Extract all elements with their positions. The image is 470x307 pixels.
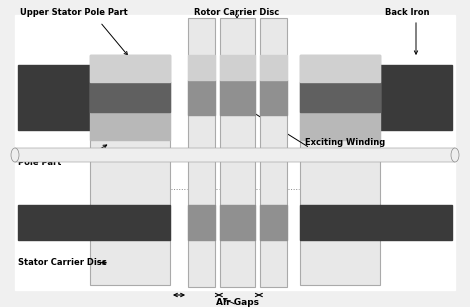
Text: Back Iron: Back Iron bbox=[385, 8, 430, 17]
Text: Exciting Winding
Rotor Pole: Exciting Winding Rotor Pole bbox=[305, 138, 385, 157]
Text: Stator Carrier Disc: Stator Carrier Disc bbox=[18, 258, 107, 267]
Bar bbox=[188, 18, 215, 287]
Bar bbox=[188, 205, 215, 240]
Ellipse shape bbox=[451, 148, 459, 162]
Text: Air Gaps: Air Gaps bbox=[216, 298, 258, 307]
Bar bbox=[90, 55, 170, 140]
Bar bbox=[220, 205, 255, 240]
Bar bbox=[90, 55, 170, 82]
Bar bbox=[260, 18, 287, 287]
Bar bbox=[90, 55, 170, 285]
Bar bbox=[300, 55, 380, 82]
Text: Rotor Carrier Disc: Rotor Carrier Disc bbox=[195, 8, 280, 17]
Bar bbox=[260, 80, 287, 115]
Bar bbox=[220, 80, 255, 115]
Bar bbox=[220, 55, 255, 80]
Bar bbox=[188, 80, 215, 115]
Bar bbox=[300, 82, 380, 112]
Bar bbox=[260, 205, 287, 240]
Bar bbox=[300, 55, 380, 285]
Bar bbox=[220, 18, 255, 287]
Bar bbox=[188, 55, 215, 80]
Ellipse shape bbox=[11, 148, 19, 162]
Text: Rotor Shaft: Rotor Shaft bbox=[365, 154, 420, 162]
Text: Lower Stator
Pole Part: Lower Stator Pole Part bbox=[18, 148, 79, 167]
Bar bbox=[18, 205, 90, 240]
Bar bbox=[260, 55, 287, 80]
Bar bbox=[300, 55, 380, 140]
Bar bbox=[380, 65, 452, 130]
Bar bbox=[15, 15, 455, 290]
Bar bbox=[90, 82, 170, 112]
FancyBboxPatch shape bbox=[15, 148, 455, 162]
Bar bbox=[90, 205, 170, 240]
Bar bbox=[380, 205, 452, 240]
Text: Upper Stator Pole Part: Upper Stator Pole Part bbox=[20, 8, 128, 17]
Bar bbox=[18, 65, 90, 130]
Bar bbox=[300, 205, 380, 240]
